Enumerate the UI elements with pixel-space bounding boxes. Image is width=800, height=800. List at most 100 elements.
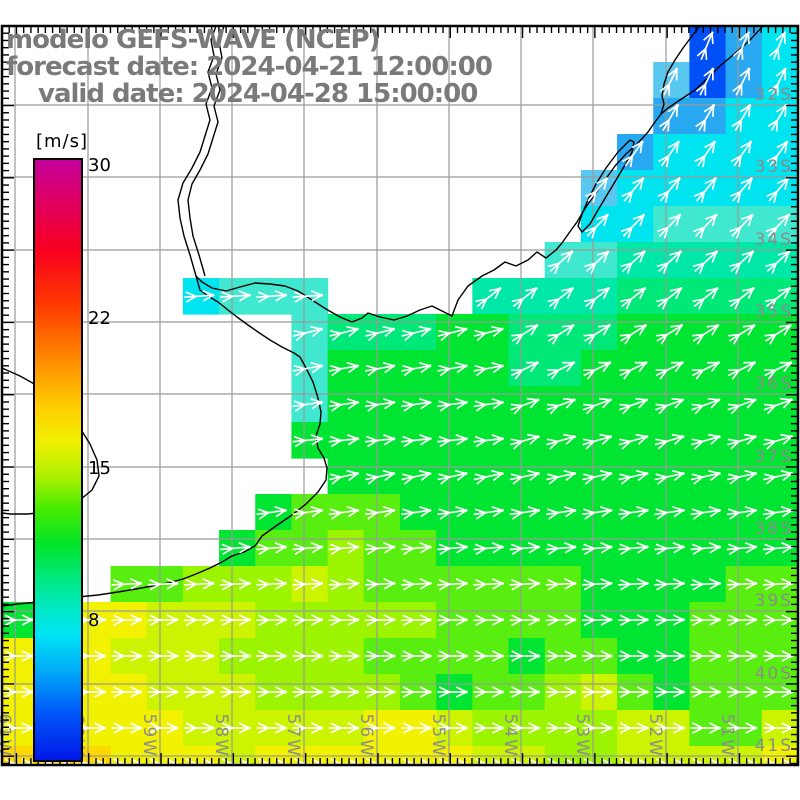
wind-arrow	[582, 505, 613, 520]
wind-arrow	[694, 140, 716, 168]
wind-arrow	[730, 140, 753, 168]
wind-arrow	[690, 469, 722, 485]
wind-arrow	[511, 324, 539, 345]
wind-arrow	[473, 686, 505, 698]
wind-arrow	[654, 686, 686, 698]
wind-arrow	[582, 469, 613, 485]
wind-arrow	[618, 650, 650, 662]
wind-arrow	[509, 542, 541, 556]
wind-arrow	[437, 325, 468, 342]
wind-arrow	[581, 686, 613, 698]
wind-arrow	[437, 542, 469, 556]
wind-arrow	[690, 433, 721, 450]
wind-arrow	[657, 213, 682, 239]
wind-arrow	[726, 469, 758, 485]
wind-arrow	[509, 505, 541, 520]
lon-label: 61W	[0, 714, 14, 758]
wind-arrow	[545, 505, 577, 520]
wind-arrow	[690, 614, 722, 627]
wind-arrow	[364, 650, 396, 662]
wind-arrow	[364, 397, 396, 412]
wind-arrow	[654, 650, 686, 662]
wind-arrow	[220, 290, 252, 303]
wind-arrow	[292, 650, 324, 662]
wind-arrow	[401, 542, 432, 556]
map-frame	[0, 24, 800, 767]
wind-arrow	[292, 542, 324, 556]
wind-arrow	[769, 31, 787, 61]
wind-arrow	[147, 578, 179, 591]
wind-arrow	[256, 290, 288, 303]
colorbar-tick-label: 8	[88, 610, 100, 631]
wind-arrow	[437, 686, 469, 698]
wind-arrow	[329, 325, 360, 342]
wind-arrow	[658, 140, 680, 168]
wind-arrow	[726, 686, 758, 698]
wind-arrow	[509, 469, 541, 485]
wind-arrow	[696, 31, 714, 61]
lon-label: 58W	[211, 714, 231, 758]
wind-arrow	[401, 686, 432, 698]
wind-arrow	[581, 722, 613, 734]
lat-label: 32S	[755, 85, 793, 105]
wind-arrow	[583, 287, 610, 310]
wind-arrow	[547, 361, 576, 380]
wind-arrow	[365, 361, 396, 377]
wind-arrow	[618, 505, 649, 520]
wind-arrow	[364, 578, 396, 591]
wind-arrow	[328, 722, 360, 734]
wind-arrows	[3, 31, 794, 765]
wind-arrow	[547, 287, 574, 310]
wind-arrow	[726, 578, 758, 591]
lat-label: 39S	[755, 591, 793, 611]
wind-arrow	[545, 722, 577, 734]
colorbar-tick-label: 15	[88, 458, 111, 479]
wind-arrow	[256, 578, 288, 591]
wind-arrow	[509, 614, 541, 627]
colorbar-unit-label: [m/s]	[36, 131, 89, 152]
wind-arrow	[765, 213, 790, 239]
wind-arrow	[618, 722, 650, 734]
wind-arrow	[401, 469, 432, 485]
wind-arrow	[654, 578, 686, 591]
wind-arrow	[762, 614, 794, 627]
wind-arrow	[762, 650, 794, 662]
wind-arrow	[401, 397, 432, 412]
wind-arrow	[618, 433, 649, 450]
wind-arrow	[545, 469, 577, 485]
wind-arrow	[147, 650, 179, 662]
wind-arrow	[620, 250, 646, 275]
wind-arrow	[654, 614, 686, 627]
wind-arrow	[728, 287, 755, 310]
lon-label: 55W	[428, 714, 448, 758]
wind-arrow	[545, 542, 577, 556]
wind-arrow	[690, 686, 722, 698]
wind-arrow	[655, 324, 684, 345]
wind-arrow	[256, 505, 288, 520]
wind-arrow	[509, 578, 541, 591]
wind-arrow	[473, 397, 505, 412]
lat-label: 38S	[755, 519, 793, 539]
wind-arrow	[584, 213, 609, 239]
coastline-path	[177, 26, 217, 277]
wind-arrow	[292, 397, 324, 412]
wind-arrow	[618, 469, 649, 485]
wind-arrow	[292, 686, 324, 698]
wind-arrow	[473, 542, 505, 556]
wind-arrow	[619, 324, 647, 345]
wind-arrow	[292, 578, 324, 591]
wind-arrow	[256, 686, 288, 698]
lat-label: 37S	[755, 447, 793, 467]
wind-arrow	[183, 290, 215, 303]
wind-arrow	[548, 250, 574, 275]
wind-arrow	[364, 722, 396, 734]
wind-arrow	[328, 469, 360, 485]
wind-arrow	[437, 614, 469, 627]
wind-arrow	[510, 361, 540, 380]
wind-arrow	[763, 469, 794, 485]
wind-arrow	[256, 614, 288, 627]
wind-arrow	[328, 614, 360, 627]
wind-arrow	[220, 650, 252, 662]
wind-arrow	[365, 325, 396, 342]
